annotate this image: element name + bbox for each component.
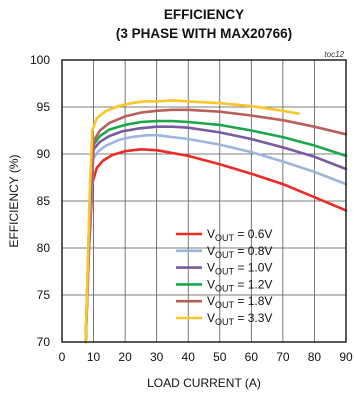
legend-label-value: = 1.2V: [234, 277, 272, 291]
series-line-2: [84, 125, 348, 344]
legend-label-4: VOUT = 1.8V: [207, 294, 272, 310]
y-tick-label: 80: [37, 241, 51, 255]
legend-label-main: V: [207, 277, 215, 291]
chart-title-line1: EFFICIENCY: [164, 7, 244, 22]
legend-label-subscript: OUT: [215, 233, 235, 243]
series-line-1: [84, 133, 348, 344]
y-tick-label: 75: [37, 288, 51, 302]
x-tick-label: 70: [276, 350, 290, 364]
legend-label-subscript: OUT: [215, 283, 235, 293]
chart-title-line2: (3 PHASE WITH MAX20766): [116, 26, 292, 41]
legend-label-1: VOUT = 0.8V: [207, 244, 272, 260]
y-tick-label: 90: [37, 147, 51, 161]
y-tick-label: 100: [30, 53, 50, 67]
x-tick-label: 20: [118, 350, 132, 364]
series-line-5: [84, 99, 301, 344]
series-line-3: [84, 119, 348, 344]
legend-label-subscript: OUT: [215, 250, 235, 260]
y-axis-label: EFFICIENCY (%): [7, 154, 21, 247]
legend-label-value: = 1.8V: [234, 294, 272, 308]
x-tick-label: 60: [245, 350, 259, 364]
legend-label-0: VOUT = 0.6V: [207, 227, 272, 243]
x-tick-label: 40: [182, 350, 196, 364]
x-tick-label: 30: [150, 350, 164, 364]
figure-code: toc12: [324, 50, 344, 59]
legend-label-main: V: [207, 311, 215, 325]
tick-labels: 0 10 20 30 40 50 60 70 80 90 70 75 80 85 90 95 100: [30, 53, 353, 364]
legend-label-3: VOUT = 1.2V: [207, 277, 272, 293]
x-tick-label: 80: [308, 350, 322, 364]
y-tick-label: 95: [37, 100, 51, 114]
legend-label-main: V: [207, 227, 215, 241]
series-layer: [84, 99, 348, 344]
x-tick-label: 0: [59, 350, 66, 364]
y-tick-label: 70: [37, 335, 51, 349]
series-line-4: [84, 108, 348, 344]
legend-label-subscript: OUT: [215, 267, 235, 277]
legend-label-value: = 0.6V: [234, 227, 272, 241]
legend-label-main: V: [207, 244, 215, 258]
x-tick-label: 90: [339, 350, 353, 364]
x-tick-label: 50: [213, 350, 227, 364]
legend-label-5: VOUT = 3.3V: [207, 311, 272, 327]
legend-label-value: = 1.0V: [234, 261, 272, 275]
y-tick-label: 85: [37, 194, 51, 208]
plot-frame: [61, 59, 347, 343]
x-tick-label: 10: [87, 350, 101, 364]
legend-label-value: = 3.3V: [234, 311, 272, 325]
series-line-0: [84, 148, 348, 344]
legend-label-main: V: [207, 261, 215, 275]
legend-label-2: VOUT = 1.0V: [207, 261, 272, 277]
legend-label-main: V: [207, 294, 215, 308]
legend-label-value: = 0.8V: [234, 244, 272, 258]
x-axis-label: LOAD CURRENT (A): [147, 376, 261, 390]
legend-label-subscript: OUT: [215, 317, 235, 327]
legend-label-subscript: OUT: [215, 300, 235, 310]
